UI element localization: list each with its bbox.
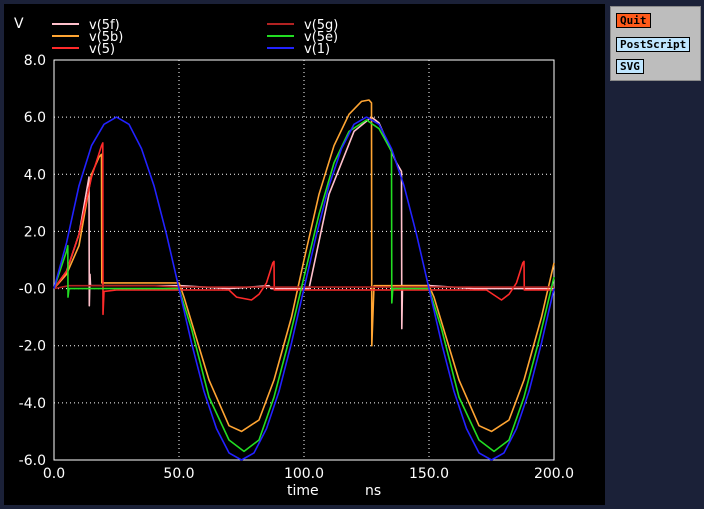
plot-frame — [53, 59, 555, 461]
legend-label: v(1) — [304, 42, 330, 57]
y-tick-label: -0.0 — [19, 282, 46, 298]
plot-area: 0.0 50.0 100.0 150.0 200.0 -6.0 -4.0 -2.0 -0.0 2.… — [4, 4, 605, 505]
y-tick-label: -2.0 — [19, 339, 46, 355]
y-tick-label: 8.0 — [24, 53, 46, 69]
control-panel: Quit PostScript SVG — [610, 6, 701, 81]
x-axis-label: time — [287, 483, 319, 499]
x-axis-unit: ns — [365, 483, 381, 499]
y-axis-label: V — [14, 16, 24, 32]
postscript-button[interactable]: PostScript — [616, 37, 691, 52]
series-line-v1 — [53, 116, 555, 461]
series-line-v5e — [53, 119, 555, 453]
y-tick-label: 6.0 — [24, 110, 46, 126]
legend-label: v(5e) — [304, 30, 338, 45]
waveform-chart: 0.0 50.0 100.0 150.0 200.0 -6.0 -4.0 -2.0 -0.0 2.… — [14, 16, 574, 499]
legend-label: v(5f) — [89, 18, 120, 33]
y-tick-label: 4.0 — [24, 167, 46, 183]
x-tick-label: 150.0 — [409, 466, 449, 482]
x-tick-label: 0.0 — [43, 466, 65, 482]
y-tick-label: 2.0 — [24, 224, 46, 240]
legend-label: v(5g) — [304, 18, 338, 33]
x-tick-label: 50.0 — [163, 466, 194, 482]
y-tick-label: -4.0 — [19, 396, 46, 412]
series-line-v5g — [53, 284, 554, 290]
x-tick-label: 100.0 — [284, 466, 324, 482]
quit-button[interactable]: Quit — [616, 13, 651, 28]
x-tick-label: 200.0 — [534, 466, 574, 482]
y-tick-label: -6.0 — [19, 453, 46, 469]
legend-label: v(5) — [89, 42, 115, 57]
series-line-v5b — [53, 99, 555, 433]
legend-label: v(5b) — [89, 30, 123, 45]
svg-button[interactable]: SVG — [616, 59, 644, 74]
